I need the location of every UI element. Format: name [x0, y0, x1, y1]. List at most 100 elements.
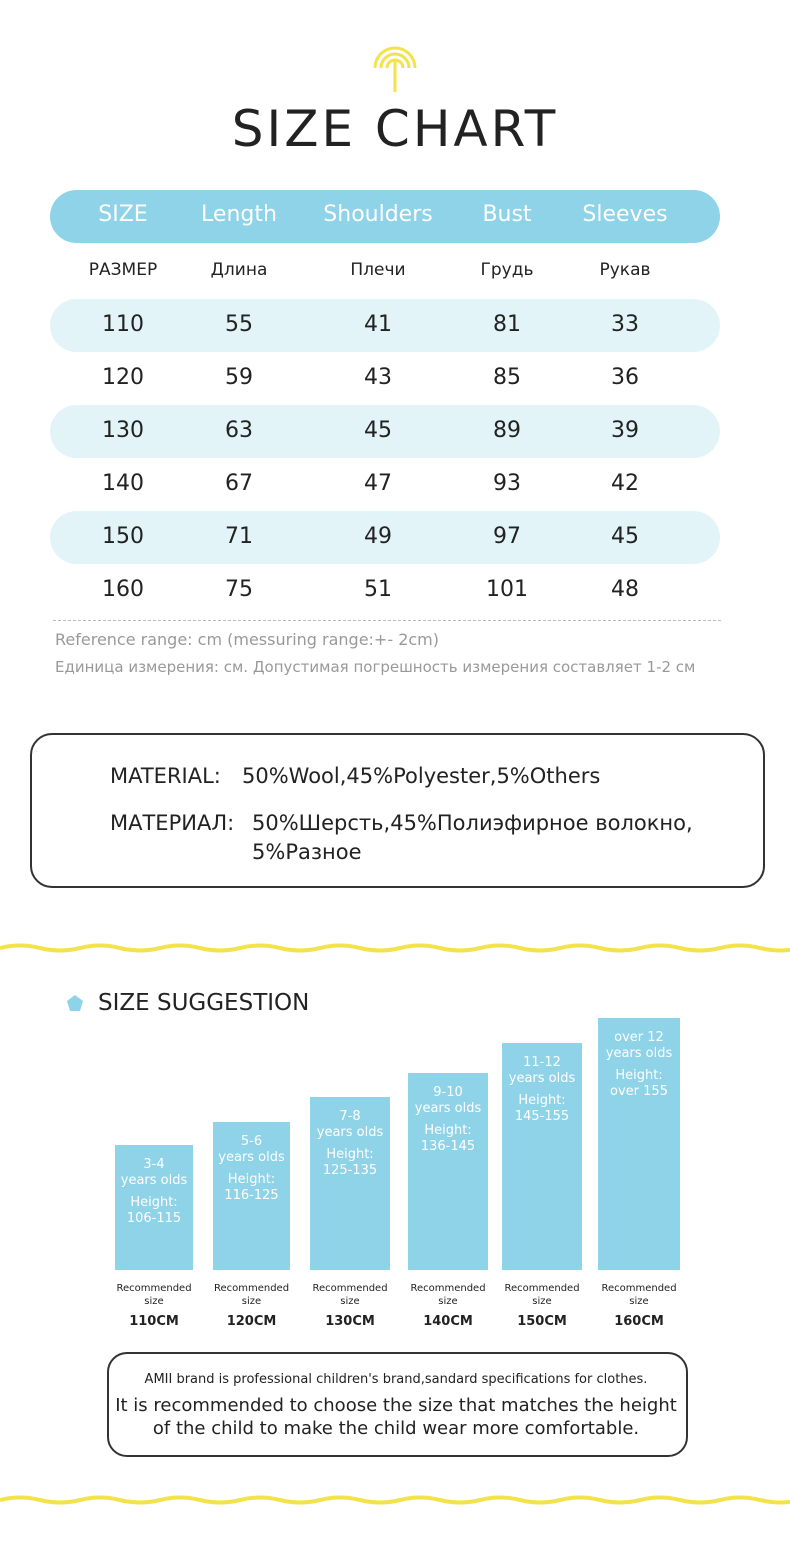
tree-logo	[373, 46, 417, 92]
cell: 48	[611, 577, 639, 602]
height-label: Height:	[615, 1068, 663, 1083]
header-cell: Length	[201, 202, 277, 227]
height: 116-125	[224, 1188, 279, 1203]
recommended: Recommended size	[410, 1283, 486, 1307]
divider	[53, 620, 721, 621]
recommended: Recommended size	[312, 1283, 388, 1307]
cell: 33	[611, 312, 639, 337]
cell: 120	[102, 365, 144, 390]
age: over 12	[614, 1030, 664, 1045]
header-bar	[50, 190, 720, 243]
header-ru-cell: Длина	[210, 260, 268, 280]
cell: 43	[364, 365, 392, 390]
height-label: Height:	[518, 1093, 566, 1108]
cell: 130	[102, 418, 144, 443]
height-label: Height:	[227, 1172, 276, 1187]
size: 160CM	[614, 1314, 664, 1329]
material-text: 5%Разное	[252, 840, 362, 864]
material-label: МАТЕРИАЛ:	[110, 811, 235, 835]
height-label: Height:	[130, 1195, 178, 1210]
footer-text: It is recommended to choose the size tha…	[115, 1395, 677, 1416]
cell: 59	[225, 365, 253, 390]
height-card: 11-12 years olds Height: 145-155	[502, 1043, 582, 1270]
cell: 36	[611, 365, 639, 390]
cell: 41	[364, 312, 392, 337]
cell: 150	[102, 524, 144, 549]
cell: 89	[493, 418, 521, 443]
cell: 93	[493, 471, 521, 496]
title: SIZE CHART	[231, 100, 559, 158]
age: 9-10	[433, 1085, 463, 1100]
note: Единица измерения: см. Допустимая погреш…	[55, 658, 696, 676]
cell: 85	[493, 365, 521, 390]
size: 130CM	[325, 1314, 375, 1329]
height: 136-145	[420, 1139, 476, 1154]
header-ru-cell: Плечи	[350, 260, 406, 280]
cell: 101	[486, 577, 528, 602]
material-box	[30, 733, 765, 888]
age: 7-8	[339, 1109, 361, 1124]
header-ru-cell: Грудь	[480, 260, 534, 280]
recommended: Recommended size	[213, 1283, 290, 1307]
height: 145-155	[514, 1109, 570, 1124]
age: 11-12	[523, 1055, 561, 1070]
height: 125-135	[322, 1163, 378, 1178]
cell: 55	[225, 312, 253, 337]
height-card: 7-8 years olds Height: 125-135	[310, 1097, 390, 1270]
cell: 110	[102, 312, 144, 337]
note: Reference range: cm (messuring range:+- …	[55, 630, 439, 649]
row-band	[50, 511, 720, 564]
cell: 63	[225, 418, 253, 443]
star-icon	[67, 995, 83, 1011]
height-label: Height:	[424, 1123, 472, 1138]
age: 5-6	[240, 1134, 263, 1149]
cell: 49	[364, 524, 392, 549]
header-cell: Sleeves	[582, 202, 668, 227]
cell: 71	[225, 524, 253, 549]
age: 3-4	[143, 1157, 165, 1172]
cell: 42	[611, 471, 639, 496]
age: years olds	[605, 1046, 673, 1061]
recommended: Recommended size	[116, 1283, 192, 1307]
header-cell: Shoulders	[323, 202, 433, 227]
recommended: Recommended size	[601, 1283, 677, 1307]
age: years olds	[120, 1173, 188, 1188]
size: 120CM	[226, 1314, 277, 1329]
material-text: 50%Шерсть,45%Полиэфирное волокно,	[252, 811, 693, 835]
height-card: 9-10 years olds Height: 136-145	[408, 1073, 488, 1270]
cell: 81	[493, 312, 521, 337]
age: years olds	[414, 1101, 482, 1116]
header-cell: SIZE	[98, 202, 148, 227]
cell: 75	[225, 577, 253, 602]
header-cell: Bust	[482, 202, 532, 227]
cell: 45	[364, 418, 392, 443]
size: 140CM	[423, 1314, 473, 1329]
wavy-line	[0, 1495, 790, 1505]
age: years olds	[508, 1071, 576, 1086]
height-card: over 12 years olds Height: over 155	[598, 1018, 680, 1270]
header-ru-cell: Рукав	[599, 260, 651, 280]
height-card: 5-6 years olds Height: 116-125	[213, 1122, 290, 1270]
header-ru-cell: РАЗМЕР	[88, 260, 158, 280]
height: 106-115	[126, 1211, 182, 1226]
footer-box	[107, 1352, 688, 1457]
cell: 39	[611, 418, 639, 443]
section-title: SIZE SUGGESTION	[98, 990, 310, 1016]
size: 110CM	[129, 1314, 179, 1329]
age: years olds	[316, 1125, 384, 1140]
age: years olds	[218, 1150, 285, 1165]
footer-text: of the child to make the child wear more…	[152, 1418, 640, 1439]
size: 150CM	[517, 1314, 567, 1329]
row-band	[50, 405, 720, 458]
footer-text: AMII brand is professional children's br…	[144, 1372, 648, 1387]
wavy-line	[0, 943, 790, 953]
cell: 47	[364, 471, 392, 496]
row-band	[50, 299, 720, 352]
recommended: Recommended size	[504, 1283, 580, 1307]
cell: 140	[102, 471, 144, 496]
height-card: 3-4 years olds Height: 106-115	[115, 1145, 193, 1270]
cell: 45	[611, 524, 639, 549]
cell: 97	[493, 524, 521, 549]
cell: 160	[102, 577, 144, 602]
